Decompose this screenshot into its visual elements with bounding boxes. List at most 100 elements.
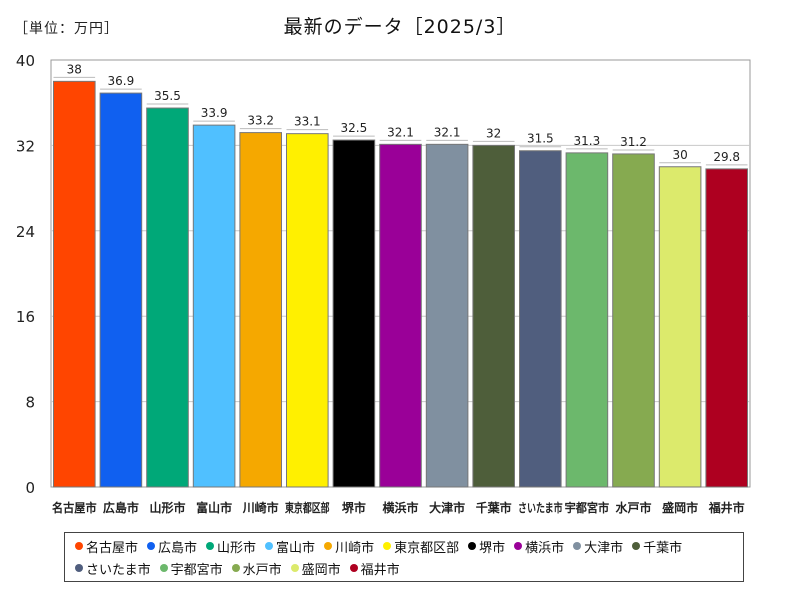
value-label: 35.5 [154, 89, 181, 103]
legend-label: 大津市 [584, 540, 624, 556]
legend-item: 名古屋市 [75, 537, 138, 556]
bar [612, 153, 655, 488]
category-label: 東京都区部 [285, 500, 330, 515]
unit-label: ［単位：万円］ [14, 21, 119, 37]
legend-label: 千葉市 [643, 540, 683, 556]
category-label: 福井市 [708, 500, 745, 515]
bar [286, 133, 329, 488]
legend-swatch [231, 564, 240, 572]
legend-item: 堺市 [468, 537, 505, 556]
category-label: 水戸市 [616, 500, 652, 515]
y-tick-label: 40 [16, 52, 35, 70]
value-label: 32.1 [387, 125, 414, 139]
category-label: 盛岡市 [662, 500, 698, 515]
bar [519, 150, 562, 488]
legend-label: 堺市 [479, 540, 506, 556]
chart-title: 最新のデータ［2025/3］ [283, 16, 517, 38]
legend-item: 水戸市 [231, 559, 282, 578]
y-tick-label: 0 [25, 479, 35, 497]
legend-label: さいたま市 [86, 562, 151, 578]
legend-item: 横浜市 [514, 537, 564, 556]
bar [239, 132, 282, 488]
legend-item: 福井市 [349, 559, 400, 578]
legend-label: 東京都区部 [394, 540, 460, 556]
legend-item: さいたま市 [75, 559, 151, 578]
legend-swatch [383, 542, 392, 550]
legend: 名古屋市 広島市 山形市 富山市 川崎市 東京都区部 堺市 横浜市 大津市 千葉市 さいたま市 宇都… [64, 532, 744, 582]
legend-swatch [159, 564, 168, 572]
y-tick-label: 32 [16, 137, 35, 155]
bar [146, 107, 189, 488]
category-label: 宇都宮市 [565, 500, 610, 515]
bar [99, 92, 143, 488]
value-label: 29.8 [713, 150, 740, 164]
legend-item: 大津市 [573, 537, 623, 556]
value-label: 33.1 [294, 115, 321, 129]
category-label: 名古屋市 [52, 500, 97, 515]
value-label: 32 [486, 126, 501, 140]
bar [472, 144, 515, 488]
category-label: 広島市 [103, 500, 139, 515]
y-tick-label: 16 [16, 308, 35, 326]
legend-label: 福井市 [360, 562, 400, 578]
legend-label: 盛岡市 [301, 562, 341, 578]
legend-label: 宇都宮市 [170, 562, 223, 578]
value-label: 31.5 [527, 132, 554, 146]
value-label: 31.3 [574, 134, 601, 148]
category-label: 富山市 [196, 500, 232, 515]
legend-swatch [290, 564, 299, 572]
legend-swatch [324, 542, 333, 550]
legend-swatch [573, 542, 582, 550]
value-label: 32.1 [434, 125, 461, 139]
bar [53, 80, 96, 488]
value-label: 32.5 [341, 121, 368, 135]
legend-item: 広島市 [147, 537, 197, 556]
y-tick-label: 24 [16, 223, 35, 241]
bar [425, 143, 469, 488]
category-label: さいたま市 [518, 500, 563, 515]
value-label: 31.2 [620, 135, 647, 149]
legend-item: 東京都区部 [383, 537, 459, 556]
legend-label: 富山市 [276, 540, 316, 556]
category-label: 山形市 [150, 500, 186, 515]
legend-swatch [147, 542, 156, 550]
bar [565, 152, 609, 488]
legend-item: 盛岡市 [290, 559, 341, 578]
legend-row: 名古屋市 広島市 山形市 富山市 川崎市 東京都区部 堺市 横浜市 大津市 千葉市 [75, 536, 691, 556]
value-label: 33.9 [201, 106, 228, 120]
bar [658, 166, 702, 488]
bar [705, 168, 749, 488]
legend-swatch [514, 542, 523, 550]
legend-swatch [75, 542, 83, 550]
legend-swatch [468, 542, 477, 550]
legend-swatch [632, 542, 641, 550]
legend-item: 山形市 [206, 537, 256, 556]
category-label: 大津市 [429, 500, 465, 515]
legend-label: 広島市 [158, 540, 198, 556]
legend-swatch [75, 564, 83, 572]
bar [379, 143, 422, 488]
legend-item: 富山市 [265, 537, 315, 556]
value-label: 36.9 [108, 74, 135, 88]
value-label: 30 [672, 148, 687, 162]
legend-swatch [265, 542, 274, 550]
legend-item: 川崎市 [324, 537, 374, 556]
bar-chart: 0 8 16 24 32 40 38 名古屋市 36.9 広島市 35.5 山形市 33.9 富山市 33.… [16, 52, 751, 515]
legend-label: 水戸市 [242, 562, 282, 578]
y-tick-label: 8 [25, 394, 35, 412]
legend-label: 名古屋市 [86, 540, 139, 556]
category-label: 堺市 [342, 500, 366, 515]
legend-label: 山形市 [217, 540, 257, 556]
legend-item: 千葉市 [632, 537, 682, 556]
category-label: 千葉市 [476, 500, 512, 515]
category-label: 横浜市 [383, 500, 419, 515]
value-label: 33.2 [247, 114, 274, 128]
legend-label: 川崎市 [335, 540, 375, 556]
value-label: 38 [67, 62, 82, 76]
legend-label: 横浜市 [525, 540, 565, 556]
legend-item: 宇都宮市 [159, 559, 223, 578]
legend-swatch [206, 542, 215, 550]
bar [192, 124, 236, 488]
legend-row: さいたま市 宇都宮市 水戸市 盛岡市 福井市 [75, 558, 409, 578]
legend-swatch [349, 564, 358, 572]
